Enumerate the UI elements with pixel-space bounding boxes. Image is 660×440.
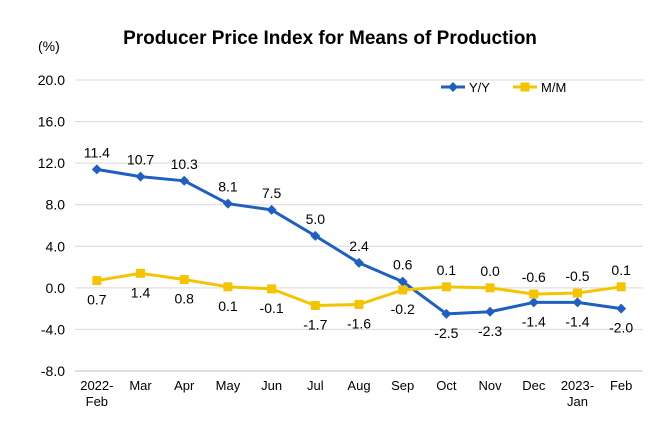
x-tick-label: Jan xyxy=(567,394,588,409)
data-label: -1.4 xyxy=(522,313,546,329)
data-label: -2.5 xyxy=(434,325,458,341)
y-tick-label: 20.0 xyxy=(38,72,65,88)
data-point xyxy=(354,299,364,309)
chart-title: Producer Price Index for Means of Produc… xyxy=(123,28,537,49)
y-axis-unit: (%) xyxy=(38,38,60,54)
data-label: 0.1 xyxy=(437,262,457,278)
data-point xyxy=(529,289,539,299)
data-point xyxy=(310,301,320,311)
y-tick-label: 16.0 xyxy=(38,114,65,130)
x-tick-label: Feb xyxy=(86,394,108,409)
data-point xyxy=(91,164,102,175)
data-point xyxy=(266,204,277,215)
data-point xyxy=(485,306,496,317)
data-point xyxy=(92,276,102,286)
x-tick-label: Apr xyxy=(174,378,195,393)
data-label: -0.6 xyxy=(522,269,546,285)
data-point xyxy=(310,230,321,241)
data-label: 10.7 xyxy=(127,152,154,168)
data-label: 0.7 xyxy=(87,292,107,308)
data-label: 0.0 xyxy=(480,263,500,279)
data-label: 7.5 xyxy=(262,185,282,201)
y-tick-label: 0.0 xyxy=(46,280,66,296)
data-label: -0.5 xyxy=(565,268,589,284)
data-label: 1.4 xyxy=(131,284,151,300)
data-label: -1.7 xyxy=(303,317,327,333)
x-tick-label: Nov xyxy=(479,378,503,393)
data-label: 0.8 xyxy=(174,291,194,307)
data-point xyxy=(354,257,364,268)
data-label: 8.1 xyxy=(218,179,238,195)
data-point xyxy=(616,282,626,292)
data-point xyxy=(572,288,582,298)
x-tick-label: May xyxy=(216,378,241,393)
x-tick-label: Mar xyxy=(129,378,152,393)
data-label: 5.0 xyxy=(306,211,326,227)
data-point xyxy=(528,297,539,308)
data-point xyxy=(179,175,190,186)
data-label: 0.6 xyxy=(393,257,413,273)
data-label: 2.4 xyxy=(349,238,369,254)
data-point xyxy=(398,285,408,295)
data-label: -0.2 xyxy=(391,301,415,317)
data-point xyxy=(397,276,408,287)
data-label: -2.0 xyxy=(609,320,633,336)
y-tick-label: 8.0 xyxy=(46,197,66,213)
x-tick-label: 2023- xyxy=(561,378,594,393)
data-label: 0.1 xyxy=(218,298,238,314)
legend-label: Y/Y xyxy=(469,80,490,95)
data-point xyxy=(223,282,233,292)
legend-marker xyxy=(520,82,530,92)
y-tick-label: -4.0 xyxy=(41,321,65,337)
data-point xyxy=(179,275,189,285)
legend-marker xyxy=(448,82,458,92)
x-tick-label: Oct xyxy=(436,378,457,393)
data-point xyxy=(441,308,452,319)
legend-label: M/M xyxy=(541,80,566,95)
x-tick-label: Feb xyxy=(610,378,632,393)
x-tick-label: Jun xyxy=(261,378,282,393)
data-label: -0.1 xyxy=(260,300,284,316)
data-point xyxy=(135,171,146,182)
data-label: -2.3 xyxy=(478,323,502,339)
data-point xyxy=(572,297,583,308)
x-tick-label: Sep xyxy=(391,378,414,393)
x-tick-label: 2022- xyxy=(80,378,113,393)
data-label: -1.4 xyxy=(565,313,589,329)
data-label: 10.3 xyxy=(171,156,198,172)
data-point xyxy=(441,282,451,292)
y-tick-label: 12.0 xyxy=(38,155,65,171)
y-tick-label: 4.0 xyxy=(46,238,66,254)
data-point xyxy=(222,198,233,209)
data-point xyxy=(616,303,627,314)
data-point xyxy=(267,284,277,294)
data-point xyxy=(485,283,495,293)
x-tick-label: Aug xyxy=(347,378,370,393)
x-tick-label: Dec xyxy=(522,378,546,393)
data-label: 0.1 xyxy=(611,262,631,278)
data-point xyxy=(136,268,146,278)
x-tick-label: Jul xyxy=(307,378,324,393)
data-label: -1.6 xyxy=(347,315,371,331)
data-label: 11.4 xyxy=(84,144,110,160)
y-tick-label: -8.0 xyxy=(41,363,65,379)
